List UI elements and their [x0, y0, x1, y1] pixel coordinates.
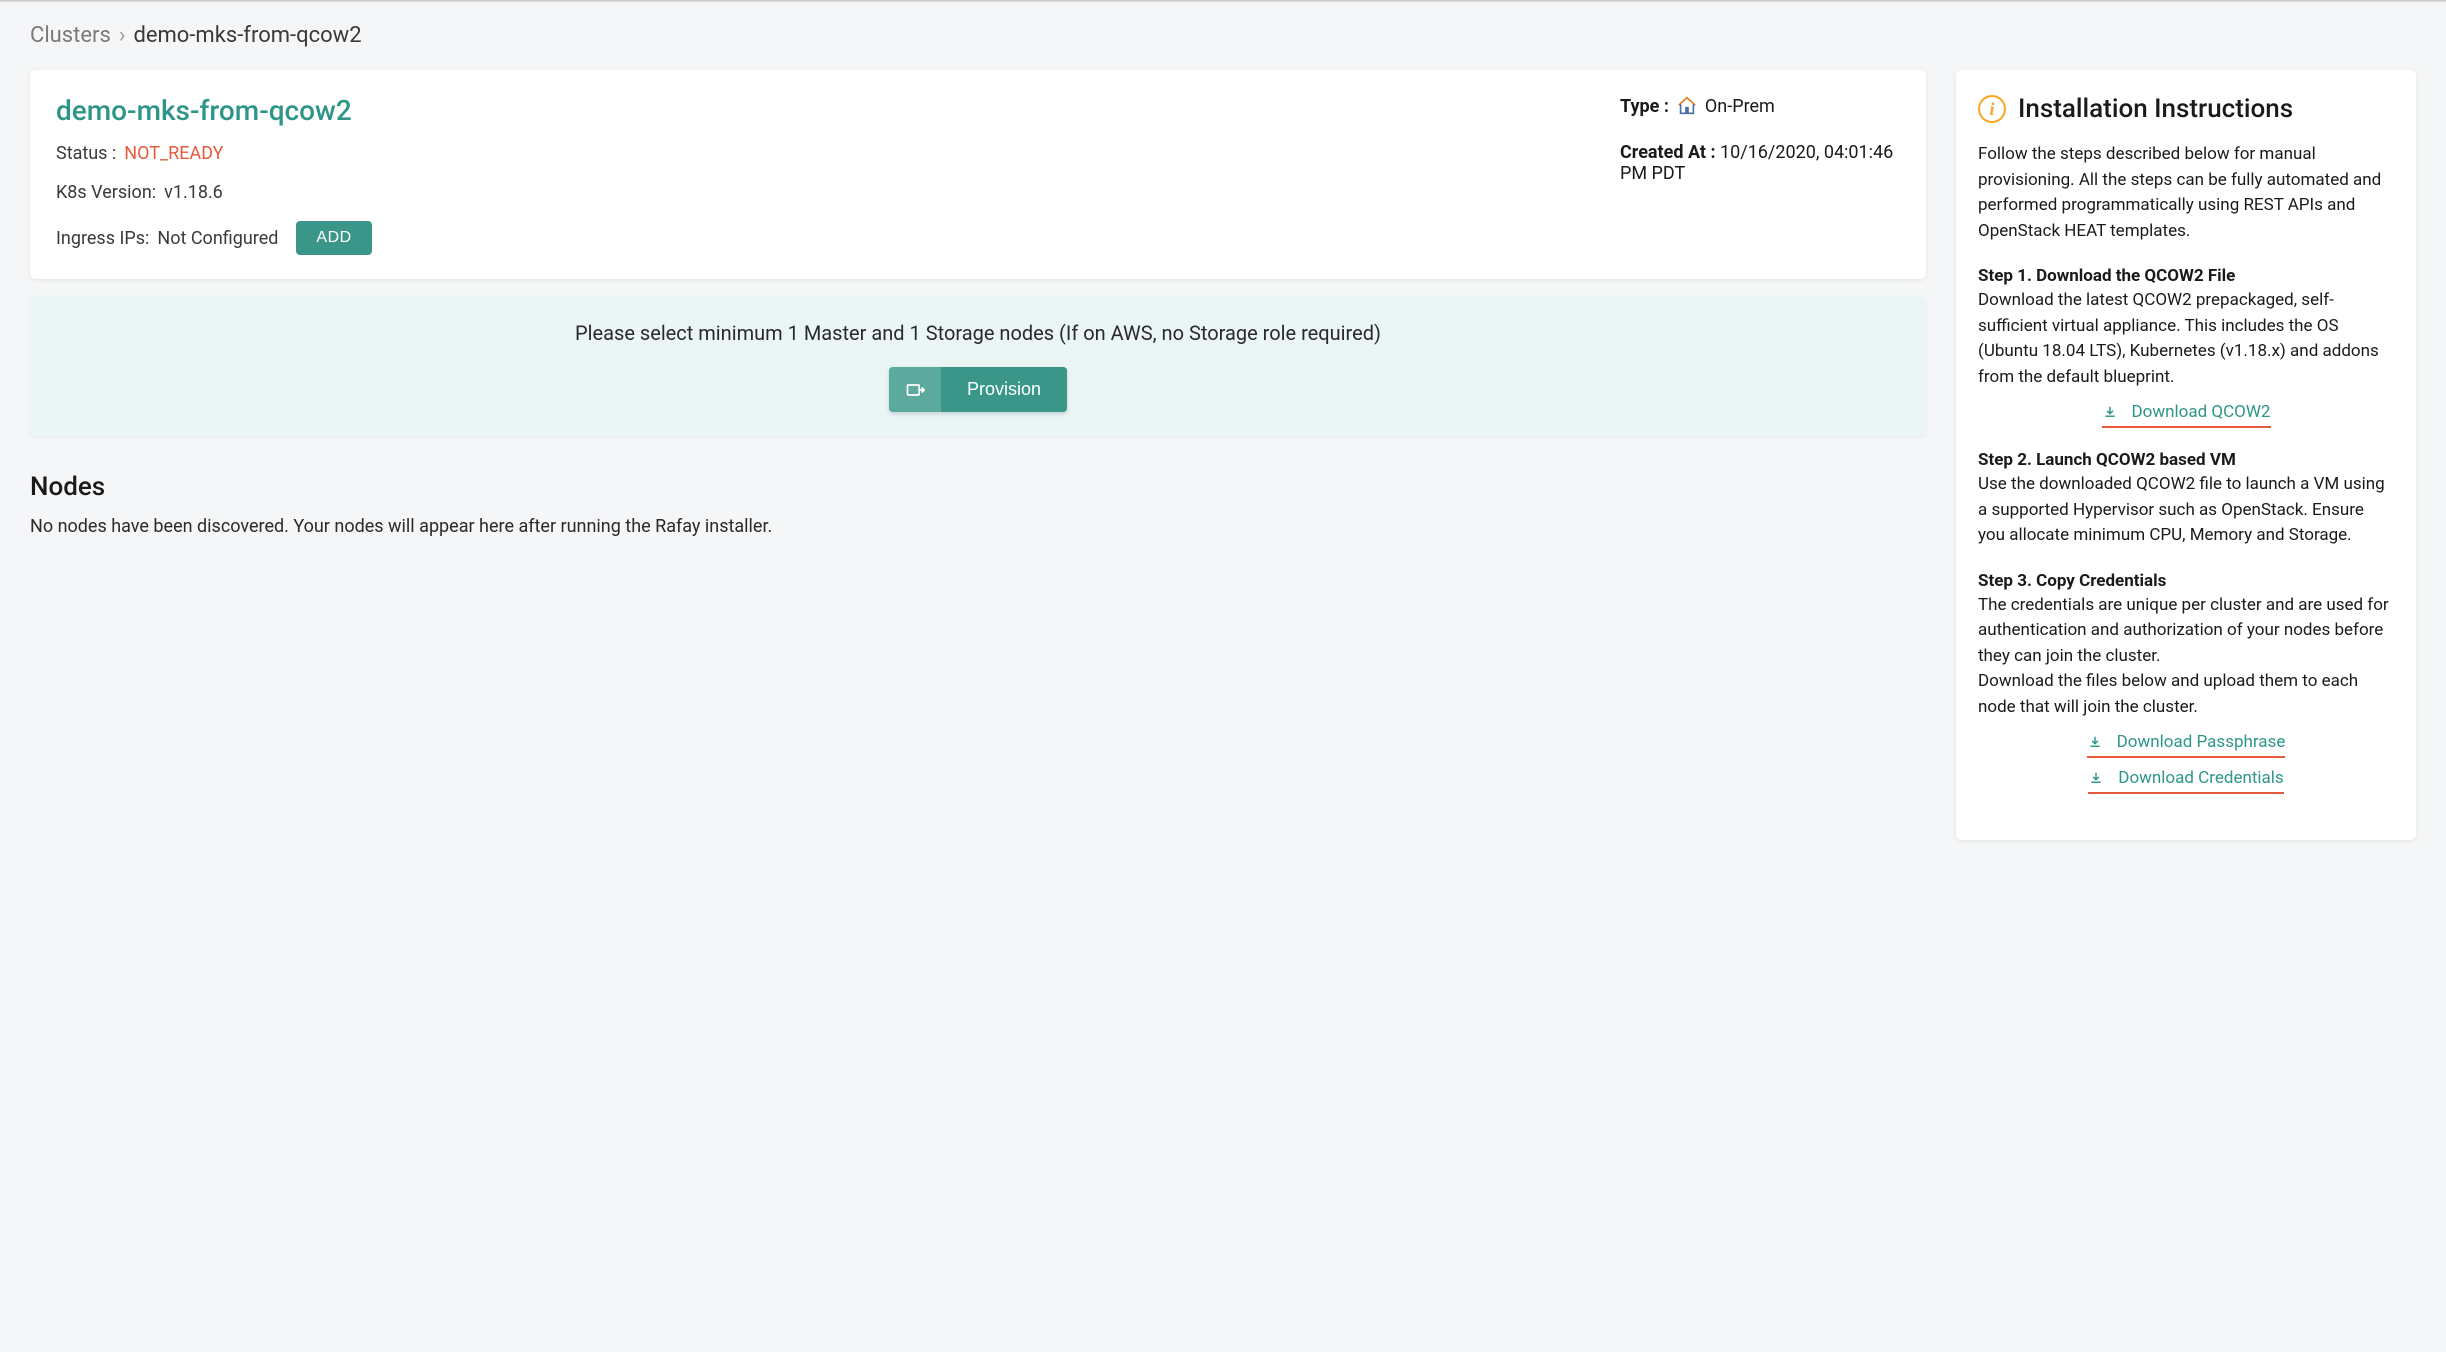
- download-credentials-wrapper: Download Credentials: [1978, 768, 2394, 794]
- status-value: NOT_READY: [124, 143, 223, 164]
- step-3-text2: Download the files below and upload them…: [1978, 669, 2394, 720]
- k8s-label: K8s Version:: [56, 182, 156, 203]
- provision-card: Please select minimum 1 Master and 1 Sto…: [30, 297, 1926, 436]
- instructions-title: Installation Instructions: [2018, 94, 2293, 124]
- instructions-intro: Follow the steps described below for man…: [1978, 142, 2394, 244]
- download-passphrase-label: Download Passphrase: [2117, 732, 2286, 752]
- step-2-text: Use the downloaded QCOW2 file to launch …: [1978, 472, 2394, 549]
- step-3: Step 3. Copy Credentials The credentials…: [1978, 571, 2394, 795]
- created-row: Created At : 10/16/2020, 04:01:46 PM PDT: [1620, 142, 1900, 184]
- status-row: Status : NOT_READY: [56, 143, 1620, 164]
- download-qcow2-link[interactable]: Download QCOW2: [2102, 402, 2271, 428]
- step-2-title: Step 2. Launch QCOW2 based VM: [1978, 450, 2394, 470]
- ingress-label: Ingress IPs:: [56, 228, 149, 249]
- add-button[interactable]: ADD: [296, 221, 371, 255]
- k8s-value: v1.18.6: [164, 182, 223, 203]
- download-passphrase-wrapper: Download Passphrase: [1978, 732, 2394, 758]
- download-credentials-link[interactable]: Download Credentials: [2088, 768, 2283, 794]
- k8s-row: K8s Version: v1.18.6: [56, 182, 1620, 203]
- created-label: Created At :: [1620, 142, 1716, 163]
- step-2: Step 2. Launch QCOW2 based VM Use the do…: [1978, 450, 2394, 549]
- breadcrumb: Clusters › demo-mks-from-qcow2: [30, 23, 2416, 48]
- cluster-info-left: demo-mks-from-qcow2 Status : NOT_READY K…: [56, 94, 1620, 255]
- nodes-empty-message: No nodes have been discovered. Your node…: [30, 516, 1926, 537]
- on-prem-icon: [1675, 94, 1699, 118]
- step-3-text: The credentials are unique per cluster a…: [1978, 593, 2394, 670]
- page-container: Clusters › demo-mks-from-qcow2 demo-mks-…: [0, 3, 2446, 860]
- ingress-row: Ingress IPs: Not Configured ADD: [56, 221, 1620, 255]
- step-3-title: Step 3. Copy Credentials: [1978, 571, 2394, 591]
- instructions-header: i Installation Instructions: [1978, 94, 2394, 124]
- type-value: On-Prem: [1705, 96, 1775, 117]
- instructions-card: i Installation Instructions Follow the s…: [1956, 70, 2416, 840]
- ingress-value: Not Configured: [157, 228, 278, 249]
- download-qcow2-label: Download QCOW2: [2132, 402, 2271, 422]
- download-icon: [2087, 734, 2103, 750]
- status-label: Status :: [56, 143, 116, 164]
- step-1: Step 1. Download the QCOW2 File Download…: [1978, 266, 2394, 428]
- nodes-heading: Nodes: [30, 472, 1926, 502]
- download-qcow2-wrapper: Download QCOW2: [1978, 402, 2394, 428]
- breadcrumb-current: demo-mks-from-qcow2: [133, 23, 361, 48]
- breadcrumb-parent-link[interactable]: Clusters: [30, 23, 111, 48]
- cluster-header-flex: demo-mks-from-qcow2 Status : NOT_READY K…: [56, 94, 1900, 255]
- provision-message: Please select minimum 1 Master and 1 Sto…: [54, 321, 1902, 345]
- step-1-text: Download the latest QCOW2 prepackaged, s…: [1978, 288, 2394, 390]
- download-credentials-label: Download Credentials: [2118, 768, 2283, 788]
- download-icon: [2088, 770, 2104, 786]
- type-row: Type : On-Prem: [1620, 94, 1900, 118]
- provision-icon: [889, 367, 941, 412]
- cluster-header-card: demo-mks-from-qcow2 Status : NOT_READY K…: [30, 70, 1926, 279]
- download-passphrase-link[interactable]: Download Passphrase: [2087, 732, 2286, 758]
- cluster-name: demo-mks-from-qcow2: [56, 94, 1620, 127]
- step-1-title: Step 1. Download the QCOW2 File: [1978, 266, 2394, 286]
- provision-button[interactable]: Provision: [889, 367, 1067, 412]
- main-layout: demo-mks-from-qcow2 Status : NOT_READY K…: [30, 70, 2416, 840]
- breadcrumb-separator: ›: [119, 23, 126, 48]
- cluster-info-right: Type : On-Prem Created At: [1620, 94, 1900, 255]
- download-icon: [2102, 404, 2118, 420]
- info-icon: i: [1978, 95, 2006, 123]
- provision-button-label: Provision: [941, 367, 1067, 412]
- type-label: Type :: [1620, 96, 1669, 117]
- left-column: demo-mks-from-qcow2 Status : NOT_READY K…: [30, 70, 1926, 840]
- right-column: i Installation Instructions Follow the s…: [1956, 70, 2416, 840]
